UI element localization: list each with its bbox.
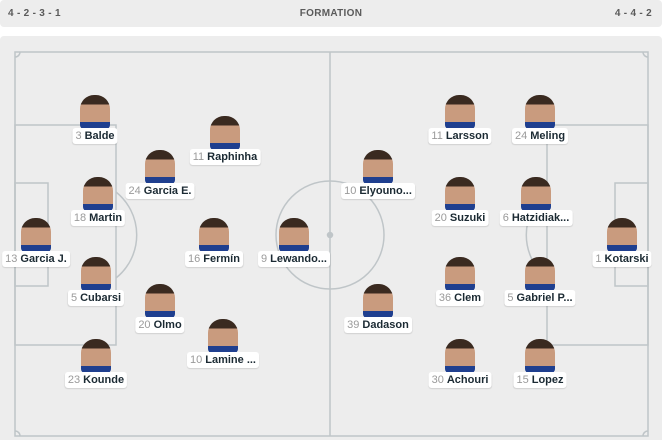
player-label: 30 Achouri [428,372,492,388]
player-label: 16 Fermín [185,251,243,267]
player-name: Fermín [203,253,240,265]
player-photo [80,95,110,129]
player-name: Olmo [153,319,182,331]
player-name: Dadason [362,319,409,331]
player-name: Raphinha [207,151,258,163]
player-name: Kounde [83,374,125,386]
player-number: 5 [70,292,78,304]
player-number: 18 [73,212,87,224]
player-number: 10 [190,354,203,366]
player-number: 1 [595,253,602,265]
player-label: 6 Hatzidiak... [499,210,573,226]
player-label: 24 Garcia E. [125,183,195,199]
player-photo [445,95,475,129]
player-number: 20 [138,319,151,331]
player-name: Garcia E. [143,185,192,197]
player-label: 11 Larsson [428,128,492,144]
player-name: Gabriel P... [516,292,573,304]
player-photo [279,218,309,252]
player-photo [81,257,111,291]
player-name: Lamine ... [205,354,256,366]
player-number: 36 [438,292,452,304]
player-photo [83,177,113,211]
player-name: Martin [89,212,123,224]
player-label: 20 Suzuki [431,210,489,226]
player-number: 24 [514,130,528,142]
formation-header: 4 - 2 - 3 - 1 FORMATION 4 - 4 - 2 [0,0,662,27]
player-name: Elyouno... [359,185,412,197]
player-name: Suzuki [449,212,486,224]
player-label: 11 Raphinha [189,149,261,165]
player-label: 10 Elyouno... [341,183,415,199]
player-photo [208,319,238,353]
player-label: 39 Dadason [344,317,412,333]
player-photo [445,177,475,211]
player-name: Cubarsi [80,292,122,304]
player-photo [363,150,393,184]
player-photo [445,339,475,373]
player-number: 5 [507,292,514,304]
player-number: 30 [431,374,444,386]
player-number: 9 [261,253,268,265]
home-formation: 4 - 2 - 3 - 1 [8,8,61,19]
player-number: 10 [344,185,357,197]
player-photo [525,95,555,129]
player-number: 20 [434,212,447,224]
player-number: 24 [128,185,141,197]
player-photo [21,218,51,252]
player-number: 3 [75,130,82,142]
player-photo [445,257,475,291]
player-photo [81,339,111,373]
player-label: 24 Meling [511,128,569,144]
player-label: 15 Lopez [513,372,567,388]
player-number: 16 [188,253,201,265]
player-number: 11 [192,151,205,163]
player-photo [199,218,229,252]
pitch: 3 Balde 11 Raphinha 24 Garcia E. 18 Martin 1… [0,36,662,440]
player-photo [521,177,551,211]
player-label: 5 Gabriel P... [504,290,576,306]
player-label: 23 Kounde [64,372,128,388]
player-photo [210,116,240,150]
player-number: 13 [5,253,18,265]
player-label: 10 Lamine ... [187,352,259,368]
player-photo [525,257,555,291]
player-number: 23 [67,374,81,386]
player-name: Lewando... [270,253,327,265]
player-number: 15 [516,374,529,386]
player-label: 13 Garcia J. [2,251,70,267]
player-number: 11 [431,130,443,142]
player-number: 6 [502,212,509,224]
player-photo [145,284,175,318]
player-name: Larsson [445,130,489,142]
player-label: 9 Lewando... [258,251,330,267]
player-name: Hatzidiak... [511,212,570,224]
player-photo [145,150,175,184]
player-label: 5 Cubarsi [67,290,125,306]
player-photo [525,339,555,373]
formation-title: FORMATION [299,8,363,19]
player-name: Meling [530,130,566,142]
player-label: 1 Kotarski [592,251,652,267]
player-name: Garcia J. [20,253,67,265]
player-label: 3 Balde [72,128,118,144]
away-formation: 4 - 4 - 2 [614,8,652,19]
player-name: Lopez [531,374,564,386]
player-photo [607,218,637,252]
player-label: 18 Martin [70,210,126,226]
player-number: 39 [347,319,360,331]
player-name: Achouri [446,374,489,386]
player-label: 20 Olmo [135,317,185,333]
player-name: Balde [84,130,115,142]
player-name: Clem [454,292,482,304]
player-label: 36 Clem [435,290,485,306]
player-photo [363,284,393,318]
player-name: Kotarski [604,253,649,265]
